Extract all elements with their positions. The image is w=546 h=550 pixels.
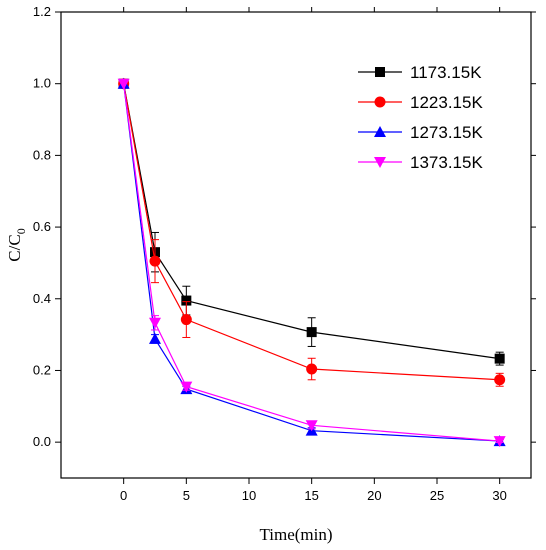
data-point: [180, 381, 193, 393]
legend-marker: [374, 126, 386, 137]
x-tick-label: 15: [304, 488, 318, 503]
y-tick-label: 0.8: [33, 147, 51, 162]
legend-marker: [375, 67, 385, 77]
x-axis-title: Time(min): [259, 525, 332, 544]
data-point: [149, 332, 161, 344]
legend-marker: [374, 157, 386, 168]
legend-marker: [374, 96, 386, 108]
series-2: [118, 78, 506, 387]
legend-item: 1373.15K: [358, 153, 483, 172]
legend-label: 1223.15K: [410, 93, 483, 112]
data-point: [306, 327, 317, 338]
legend-item: 1273.15K: [358, 123, 483, 142]
legend-label: 1273.15K: [410, 123, 483, 142]
y-axis-title-main: C/C: [5, 234, 24, 261]
y-axis-title-subscript: 0: [14, 228, 28, 234]
data-point: [305, 420, 318, 432]
legend-item: 1173.15K: [358, 63, 482, 82]
x-tick-label: 25: [430, 488, 444, 503]
series-layer: [117, 77, 506, 448]
legend-label: 1373.15K: [410, 153, 483, 172]
series-4: [117, 78, 506, 448]
x-tick-label: 20: [367, 488, 381, 503]
x-tick-label: 10: [242, 488, 256, 503]
y-tick-label: 0.0: [33, 434, 51, 449]
data-point: [149, 317, 161, 329]
data-point: [493, 436, 506, 448]
legend-label: 1173.15K: [410, 63, 482, 82]
y-tick-label: 0.2: [33, 362, 51, 377]
data-point: [180, 314, 192, 326]
x-tick-label: 30: [492, 488, 506, 503]
y-tick-label: 1.0: [33, 76, 51, 91]
data-point: [494, 374, 506, 386]
y-tick-label: 1.2: [33, 4, 51, 19]
data-point: [181, 295, 192, 306]
legend: 1173.15K 1223.15K 1273.15K 1373.15K: [358, 63, 483, 172]
y-axis-title: C/C0: [5, 228, 28, 261]
y-tick-label: 0.6: [33, 219, 51, 234]
x-tick-label: 0: [120, 488, 127, 503]
plot-area: [60, 11, 532, 479]
data-point: [306, 363, 318, 375]
legend-item: 1223.15K: [358, 93, 483, 112]
data-point: [149, 255, 161, 267]
axis-ticks: 0 5 10 15 20 25 30 0.0 0.2 0.4 0.6 0.8 1.0 1.2: [33, 4, 536, 503]
data-point: [494, 353, 505, 364]
y-tick-label: 0.4: [33, 291, 51, 306]
data-point: [117, 78, 130, 90]
x-tick-label: 5: [183, 488, 190, 503]
